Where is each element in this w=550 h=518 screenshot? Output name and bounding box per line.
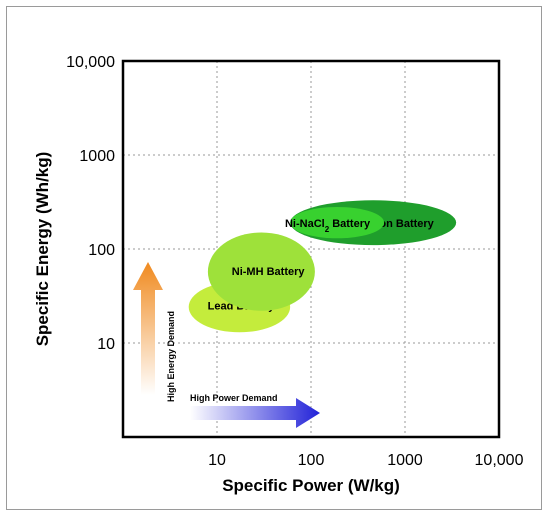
ni-nacl2-label: Ni-NaCl2 Battery xyxy=(285,218,371,234)
energy-demand-arrow xyxy=(133,262,163,395)
figure-frame xyxy=(6,6,542,510)
y-tick-label: 10 xyxy=(97,336,115,353)
ni-nacl2-region xyxy=(290,206,385,239)
x-tick-label: 10,000 xyxy=(475,452,524,469)
x-tick-labels: 10 100 1000 10,000 xyxy=(208,452,523,469)
ni-mh-region xyxy=(207,232,315,311)
demand-arrows: High Energy Demand High Power Demand xyxy=(133,262,320,428)
y-tick-labels: 10 100 1000 10,000 xyxy=(66,54,115,353)
plot-area-border xyxy=(121,59,501,439)
y-tick-label: 100 xyxy=(88,242,115,259)
x-tick-label: 100 xyxy=(298,452,325,469)
grid xyxy=(123,61,499,437)
ni-mh-label: Ni-MH Battery xyxy=(232,266,306,278)
x-tick-label: 1000 xyxy=(387,452,423,469)
x-tick-label: 10 xyxy=(208,452,226,469)
energy-demand-label: High Energy Demand xyxy=(166,311,176,402)
power-demand-arrow xyxy=(190,398,320,428)
x-axis-title: Specific Power (W/kg) xyxy=(222,476,400,495)
power-demand-label: High Power Demand xyxy=(190,393,278,403)
y-tick-label: 1000 xyxy=(79,148,115,165)
y-axis-title: Specific Energy (Wh/kg) xyxy=(33,152,52,347)
y-tick-label: 10,000 xyxy=(66,54,115,71)
